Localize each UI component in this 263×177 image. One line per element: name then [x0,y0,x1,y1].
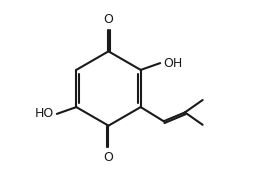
Text: OH: OH [163,57,183,70]
Text: O: O [104,151,113,164]
Text: O: O [104,13,113,26]
Text: HO: HO [35,107,54,120]
